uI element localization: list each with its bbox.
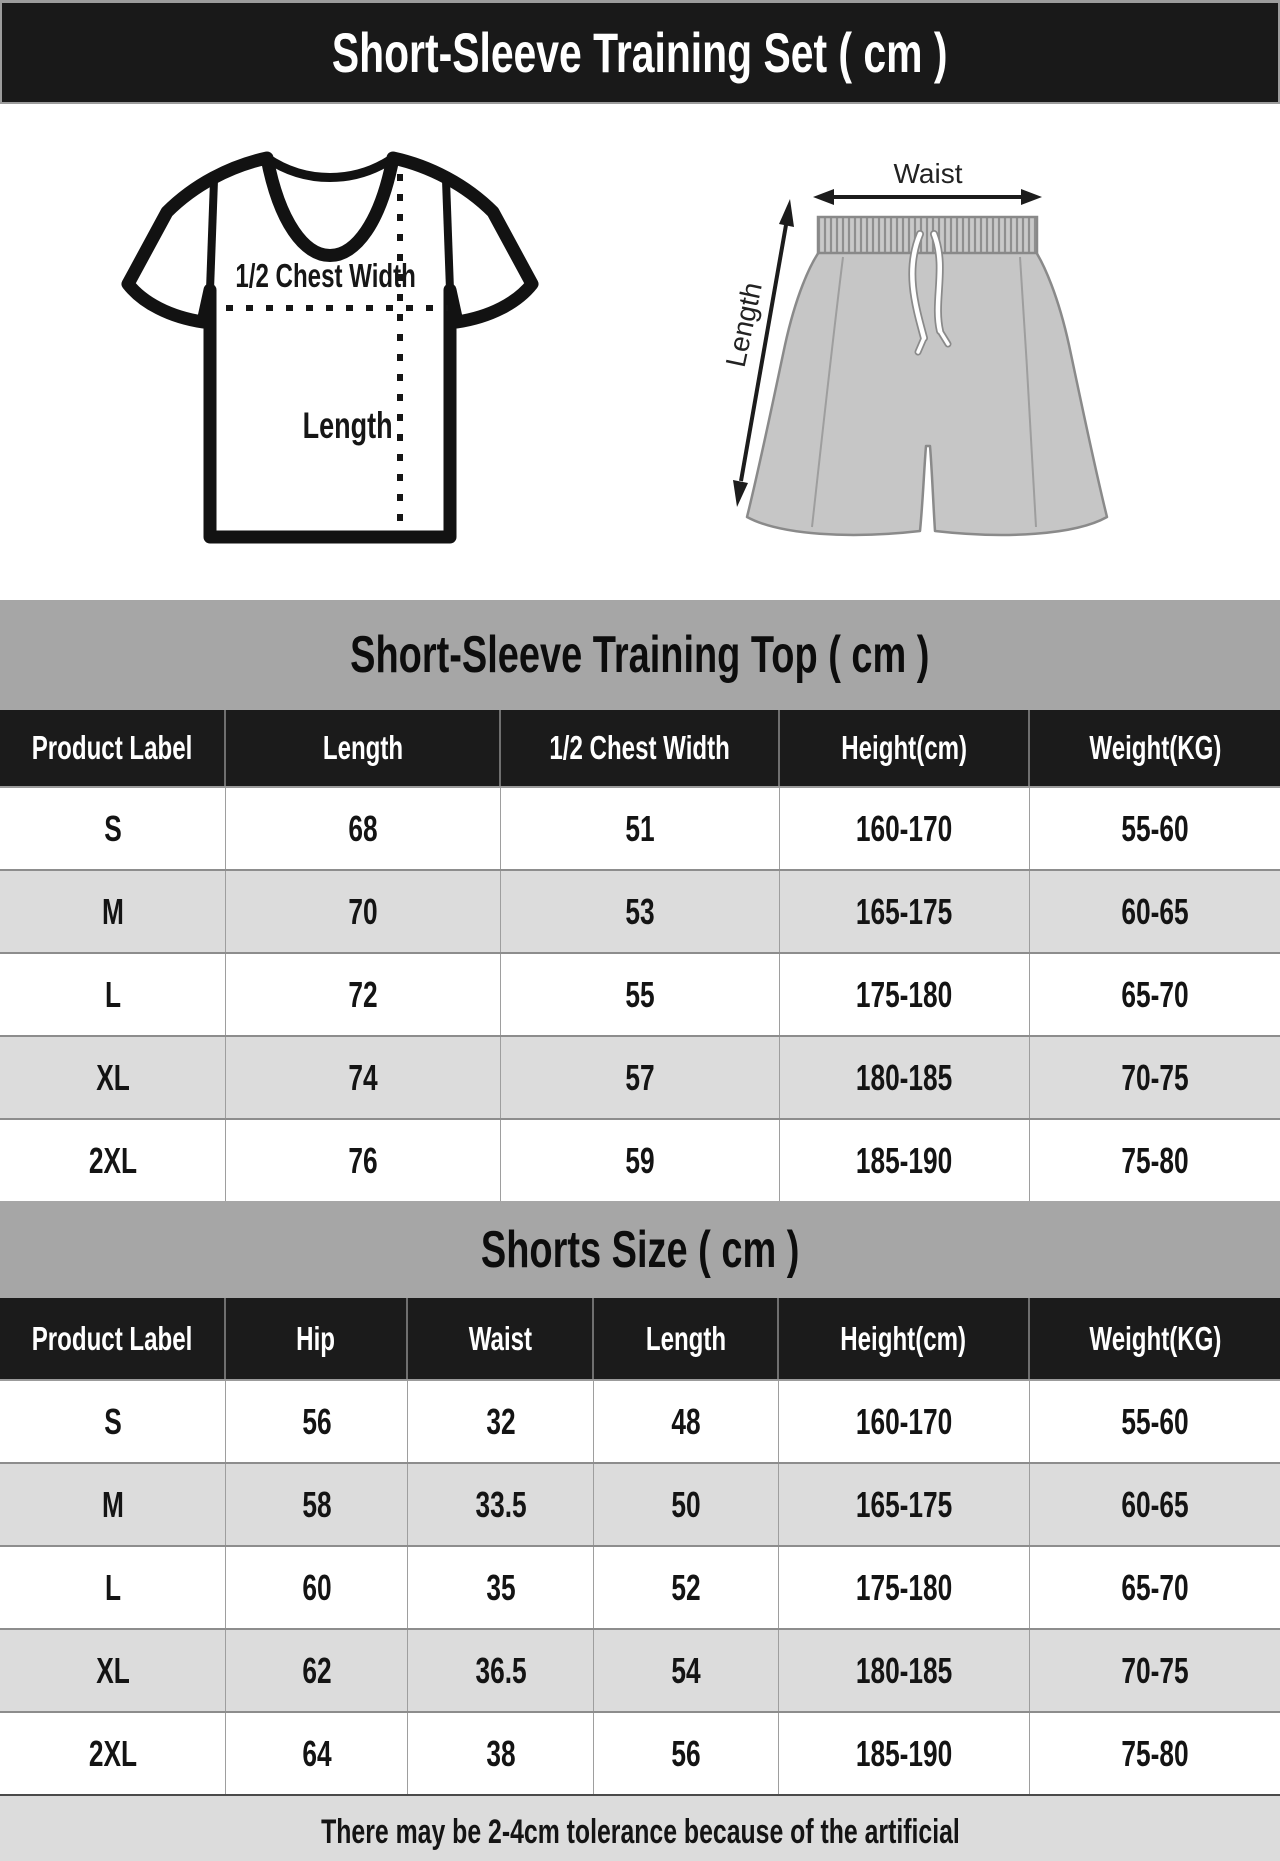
table-row: M 58 33.5 50 165-175 60-65 — [0, 1462, 1280, 1545]
header-cell: Hip — [226, 1298, 409, 1379]
cell: 58 — [226, 1464, 409, 1545]
cell: 2XL — [0, 1120, 227, 1201]
header-cell: Product Label — [0, 710, 227, 786]
header-cell: Product Label — [0, 1298, 227, 1379]
cell: 50 — [594, 1464, 779, 1545]
header-cell: Weight(KG) — [1029, 1298, 1280, 1379]
cell: 35 — [408, 1547, 595, 1628]
cell: 160-170 — [779, 1381, 1030, 1462]
top-section-header: Short-Sleeve Training Top ( cm ) — [0, 600, 1280, 710]
cell: 180-185 — [780, 1037, 1030, 1118]
table-row: S 68 51 160-170 55-60 — [0, 786, 1280, 869]
cell: 62 — [226, 1630, 409, 1711]
page-title: Short-Sleeve Training Set ( cm ) — [332, 21, 948, 84]
cell: 175-180 — [779, 1547, 1030, 1628]
cell: XL — [0, 1037, 227, 1118]
shorts-diagram-icon — [733, 189, 1109, 537]
shorts-section-header: Shorts Size ( cm ) — [0, 1201, 1280, 1298]
cell: 185-190 — [779, 1713, 1030, 1794]
tshirt-diagram-icon — [121, 151, 539, 544]
cell: 74 — [226, 1037, 501, 1118]
cell: 55-60 — [1121, 1400, 1189, 1442]
cell: 56 — [226, 1381, 409, 1462]
top-table-header-row: Product Label Length 1/2 Chest Width Hei… — [0, 710, 1280, 786]
header-cell: Weight(KG) — [1029, 710, 1280, 786]
header-cell: Height(cm) — [780, 710, 1030, 786]
cell: 70 — [226, 871, 501, 952]
shorts-table-header-row: Product Label Hip Waist Length Height(cm… — [0, 1298, 1280, 1379]
top-table-body: S 68 51 160-170 55-60 M 70 53 165-175 60… — [0, 786, 1280, 1201]
cell: 2XL — [0, 1713, 227, 1794]
cell: 68 — [226, 788, 501, 869]
cell: 64 — [226, 1713, 409, 1794]
cell: 180-185 — [778, 1630, 1030, 1711]
cell: 55-60 — [1121, 807, 1189, 849]
measurement-diagrams: 1/2 Chest Width Length Waist Length — [0, 104, 1280, 600]
table-row: S 56 32 48 160-170 55-60 — [0, 1379, 1280, 1462]
cell: 33.5 — [408, 1464, 595, 1545]
cell: 38 — [408, 1713, 595, 1794]
header-cell: 1/2 Chest Width — [500, 710, 781, 786]
table-row: L 60 35 52 175-180 65-70 — [0, 1545, 1280, 1628]
table-row: L 72 55 175-180 65-70 — [0, 952, 1280, 1035]
cell: 165-175 — [780, 871, 1030, 952]
cell: M — [0, 1464, 227, 1545]
cell: 56 — [594, 1713, 779, 1794]
header-cell: Height(cm) — [778, 1298, 1030, 1379]
cell: 165-175 — [778, 1464, 1030, 1545]
cell: 65-70 — [1121, 1566, 1189, 1608]
table-row: XL 62 36.5 54 180-185 70-75 — [0, 1628, 1280, 1711]
cell: 75-80 — [1121, 1732, 1189, 1774]
header-cell: Waist — [408, 1298, 595, 1379]
title-bar: Short-Sleeve Training Set ( cm ) — [0, 0, 1280, 104]
cell: 60 — [226, 1547, 409, 1628]
cell: 60-65 — [1029, 1464, 1280, 1545]
table-row: 2XL 64 38 56 185-190 75-80 — [0, 1711, 1280, 1794]
cell: 175-180 — [780, 954, 1030, 1035]
table-row: M 70 53 165-175 60-65 — [0, 869, 1280, 952]
cell: XL — [0, 1630, 227, 1711]
cell: 54 — [594, 1630, 779, 1711]
cell: 57 — [500, 1037, 781, 1118]
cell: 70-75 — [1029, 1037, 1280, 1118]
cell: 70-75 — [1029, 1630, 1280, 1711]
cell: S — [0, 1381, 227, 1462]
cell: 185-190 — [780, 1120, 1030, 1201]
table-row: XL 74 57 180-185 70-75 — [0, 1035, 1280, 1118]
cell: 72 — [226, 954, 501, 1035]
cell: 160-170 — [780, 788, 1030, 869]
shorts-table-body: S 56 32 48 160-170 55-60 M 58 33.5 50 16… — [0, 1379, 1280, 1794]
cell: S — [0, 788, 227, 869]
shorts-waist-label: Waist — [893, 158, 963, 189]
cell: L — [0, 1547, 227, 1628]
cell: 52 — [594, 1547, 779, 1628]
tshirt-chest-width-label: 1/2 Chest Width — [235, 257, 416, 294]
header-cell: Length — [594, 1298, 779, 1379]
cell: 32 — [408, 1381, 595, 1462]
cell: 65-70 — [1121, 973, 1189, 1015]
cell: 36.5 — [408, 1630, 595, 1711]
cell: M — [0, 871, 227, 952]
cell: L — [0, 954, 227, 1035]
cell: 53 — [500, 871, 781, 952]
cell: 60-65 — [1029, 871, 1280, 952]
cell: 75-80 — [1121, 1139, 1189, 1181]
cell: 76 — [226, 1120, 501, 1201]
tolerance-note: There may be 2-4cm tolerance because of … — [0, 1794, 1280, 1861]
cell: 55 — [501, 954, 781, 1035]
cell: 48 — [594, 1381, 779, 1462]
header-cell: Length — [226, 710, 501, 786]
table-row: 2XL 76 59 185-190 75-80 — [0, 1118, 1280, 1201]
cell: 51 — [501, 788, 781, 869]
tshirt-length-label: Length — [302, 405, 394, 446]
cell: 59 — [501, 1120, 781, 1201]
